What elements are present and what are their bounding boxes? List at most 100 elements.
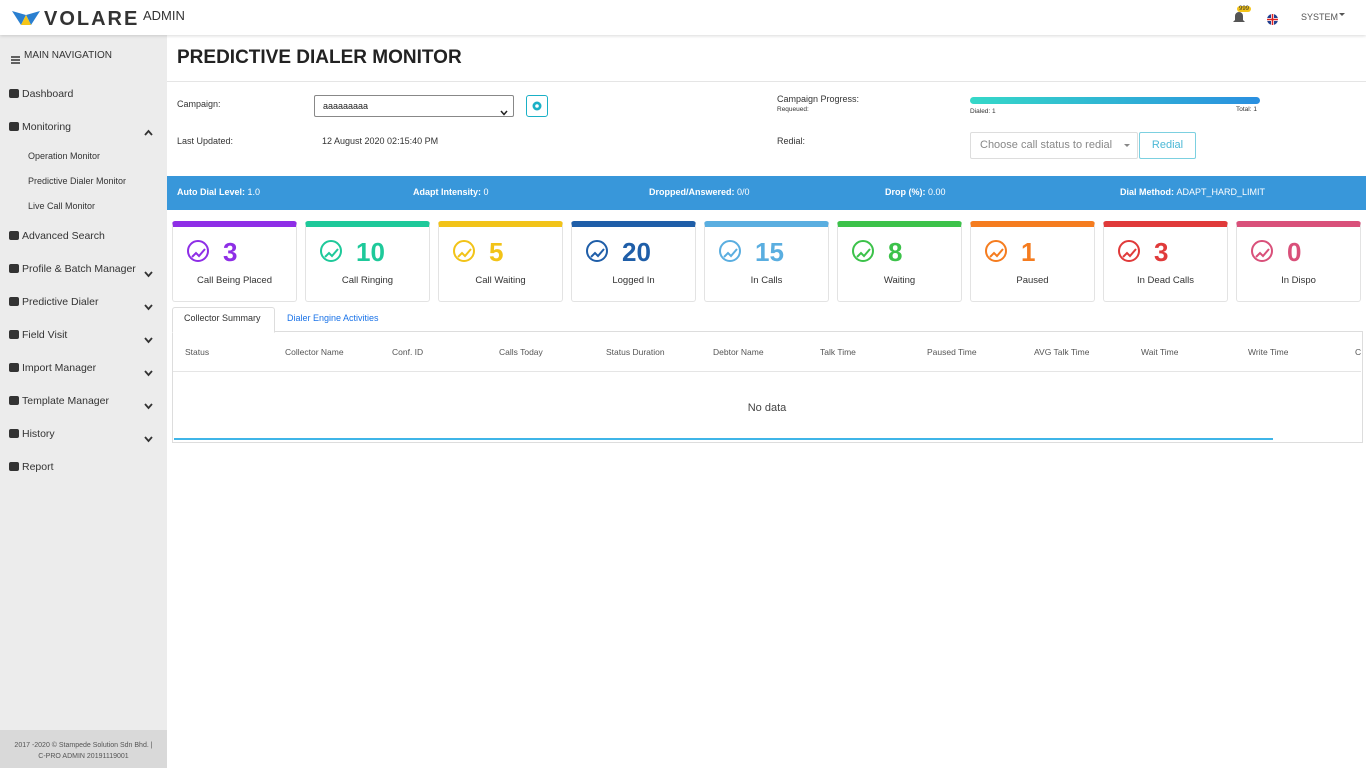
card-label: Waiting [883,275,916,286]
column-header: Status [185,347,210,357]
tab[interactable]: Dialer Engine Activities [287,313,379,323]
card-value: 10 [356,237,385,267]
brand-suffix: ADMIN [143,8,185,23]
card-value: 5 [489,237,504,267]
header [0,0,1366,35]
nav-item[interactable]: History [22,428,55,440]
bell-icon [1233,11,1245,24]
card-label: In Dispo [1281,275,1316,286]
nav-subitem[interactable]: Predictive Dialer Monitor [28,176,127,186]
nav-item[interactable]: Import Manager [22,362,97,374]
nav-icon [9,429,19,438]
user-menu[interactable]: SYSTEM [1301,12,1339,22]
card-label: In Calls [750,275,783,286]
scroll-line [174,438,1273,440]
campaign-select[interactable]: aaaaaaaaa [314,95,514,117]
nav-item[interactable]: Dashboard [22,88,74,100]
stats-bar [167,176,1366,210]
table [172,331,1363,443]
card-label: Paused [1016,275,1049,286]
column-header: Debtor Name [713,347,764,357]
select-arrow [500,103,508,116]
nav-item[interactable]: Field Visit [22,329,68,341]
card-label: Call Being Placed [197,275,272,286]
chevron [144,123,153,136]
column-header: Ca [1355,347,1361,357]
card-icon [582,237,612,265]
chevron [144,397,153,410]
column-header: Talk Time [820,347,856,357]
brand: VOLARE [44,8,140,30]
chevron [144,430,153,443]
stat-card: 3 Call Being Placed [172,221,297,302]
stat-label: Adapt Intensity: [413,187,484,197]
nav-item[interactable]: Monitoring [22,121,72,133]
redial-button[interactable]: Redial [1139,132,1196,159]
nav-item[interactable]: Advanced Search [22,230,105,242]
card-icon [449,237,479,265]
column-header: AVG Talk Time [1034,347,1090,357]
stat-card: 15 In Calls [704,221,829,302]
logo-icon [12,9,40,27]
card-icon [183,237,213,265]
nav-item[interactable]: Template Manager [22,395,109,407]
tab[interactable]: Collector Summary [184,313,261,323]
nav-icon [9,231,19,240]
stat-value: 0 [483,187,489,197]
stat: Auto Dial Level: 1.0 [177,187,260,197]
notification-badge[interactable]: 999 [1237,6,1252,12]
settings-button[interactable] [526,95,548,117]
divider [167,81,1366,82]
column-header: Wait Time [1141,347,1179,357]
label: Last Updated: [177,136,234,146]
progress-total: Total: 1 [1236,106,1257,113]
stat-value: ADAPT_HARD_LIMIT [1176,187,1266,197]
flag-icon [1267,12,1278,25]
stat: Dial Method: ADAPT_HARD_LIMIT [1120,187,1265,197]
nav-item[interactable]: Profile & Batch Manager [22,263,136,275]
card-icon [1247,237,1277,265]
tab-active [172,307,275,333]
stat-card: 20 Logged In [571,221,696,302]
stat-card: 5 Call Waiting [438,221,563,302]
nav-subitem[interactable]: Operation Monitor [28,151,101,161]
nav-icon [9,297,19,306]
card-value: 0 [1287,237,1302,267]
card-icon [715,237,745,265]
button-text: Redial [1151,139,1184,151]
label: Redial: [777,136,806,146]
redial-select[interactable]: Choose call status to redial [970,132,1138,159]
nav-subitem[interactable]: Live Call Monitor [28,201,96,211]
stat-value: 0.00 [928,187,946,197]
card-icon [1114,237,1144,265]
progress-bar [970,97,1260,104]
card-value: 8 [888,237,903,267]
empty-text: No data [747,402,787,414]
sidebar [0,35,167,768]
sidebar-footer [0,730,167,768]
last-updated-value: 12 August 2020 02:15:40 PM [322,136,439,146]
nav-icon [9,264,19,273]
nav-icon [9,89,19,98]
placeholder: Choose call status to redial [980,139,1113,151]
stat: Drop (%): 0.00 [885,187,946,197]
stat-value: 1.0 [247,187,261,197]
nav-item[interactable]: Predictive Dialer [22,296,99,308]
card-value: 3 [1154,237,1169,267]
stat-card: 3 In Dead Calls [1103,221,1228,302]
stat-card: 8 Waiting [837,221,962,302]
page-title: PREDICTIVE DIALER MONITOR [177,47,462,68]
card-value: 15 [755,237,784,267]
column-header: Collector Name [285,347,344,357]
label: Campaign Progress: [777,94,860,104]
nav-icon [9,122,19,131]
select-value: aaaaaaaaa [323,101,369,111]
column-header: Conf. ID [392,347,424,357]
chevron [144,265,153,278]
column-header: Calls Today [499,347,543,357]
column-header: Status Duration [606,347,665,357]
nav-item[interactable]: Report [22,461,54,473]
card-label: In Dead Calls [1136,275,1195,286]
caret [1339,13,1345,16]
